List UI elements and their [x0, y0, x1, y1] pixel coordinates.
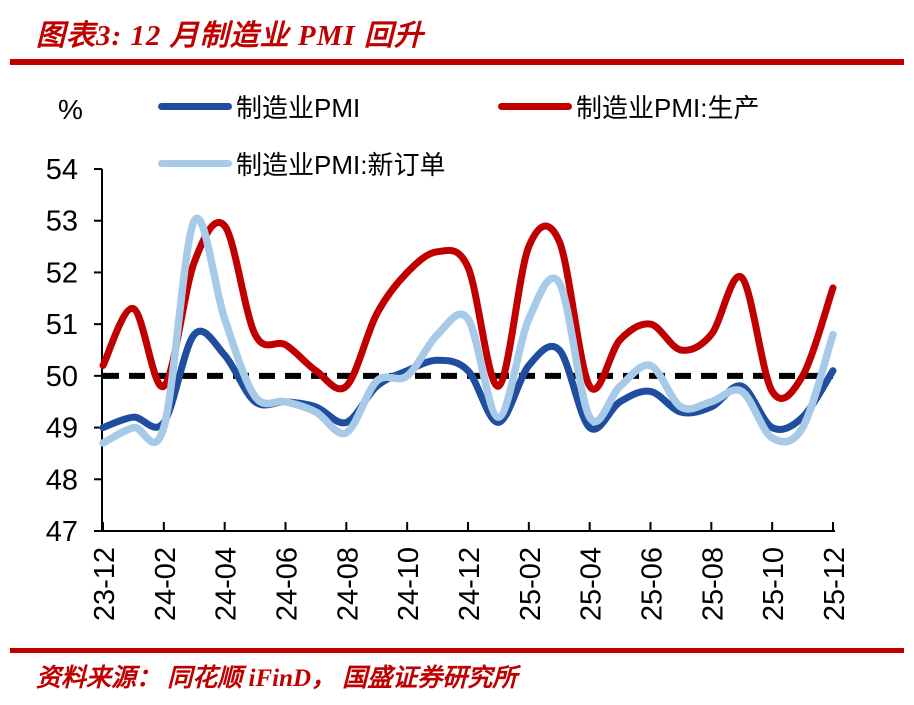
- x-axis-tick-label: 25-06: [637, 547, 669, 621]
- y-axis-tick-label: 49: [46, 413, 78, 445]
- legend-swatch-production: [498, 102, 572, 110]
- legend-item-pmi: 制造业PMI: [158, 90, 361, 123]
- x-axis-tick-label: 25-12: [819, 547, 851, 621]
- x-axis-tick-label: 25-10: [758, 547, 790, 621]
- legend-label-production: 制造业PMI:生产: [576, 92, 760, 123]
- x-axis-tick-label: 24-04: [211, 547, 243, 621]
- y-axis-tick-label: 53: [46, 206, 78, 238]
- series-line-production: [99, 219, 837, 402]
- y-axis-tick-label: 47: [46, 516, 78, 548]
- x-axis-tick-label: 25-08: [697, 547, 729, 621]
- chart-title: 图表3: 12 月制造业 PMI 回升: [36, 20, 424, 52]
- y-axis-tick-label: 50: [46, 361, 78, 393]
- x-axis-tick-label: 24-06: [272, 547, 304, 621]
- legend-item-new-orders: 制造业PMI:新订单: [158, 147, 446, 180]
- x-axis-tick-label: 24-08: [332, 547, 364, 621]
- legend-label-pmi: 制造业PMI: [236, 92, 361, 123]
- bottom-divider-rule: [10, 648, 904, 653]
- source-note: 资料来源： 同花顺 iFinD， 国盛证券研究所: [36, 665, 518, 692]
- series-line-pmi: [99, 327, 837, 433]
- x-axis-tick-label: 25-04: [576, 547, 608, 621]
- legend-item-production: 制造业PMI:生产: [498, 90, 760, 123]
- x-axis-tick-label: 24-02: [150, 547, 182, 621]
- legend-swatch-new-orders: [158, 159, 232, 167]
- y-axis-tick-label: 48: [46, 464, 78, 496]
- legend-label-new-orders: 制造业PMI:新订单: [236, 149, 446, 180]
- y-axis-tick-label: 52: [46, 257, 78, 289]
- y-axis-tick-label: 51: [46, 309, 78, 341]
- top-divider-rule: [10, 59, 904, 65]
- series-line-new-orders: [99, 214, 837, 447]
- x-axis-tick-label: 24-12: [454, 547, 486, 621]
- legend-swatch-pmi: [158, 102, 232, 110]
- x-axis-tick-label: 25-02: [515, 547, 547, 621]
- x-axis-tick-label: 24-10: [393, 547, 425, 621]
- y-axis-tick-label: 54: [46, 154, 78, 186]
- y-axis-unit-label: %: [58, 94, 83, 125]
- x-axis-tick-label: 23-12: [89, 547, 121, 621]
